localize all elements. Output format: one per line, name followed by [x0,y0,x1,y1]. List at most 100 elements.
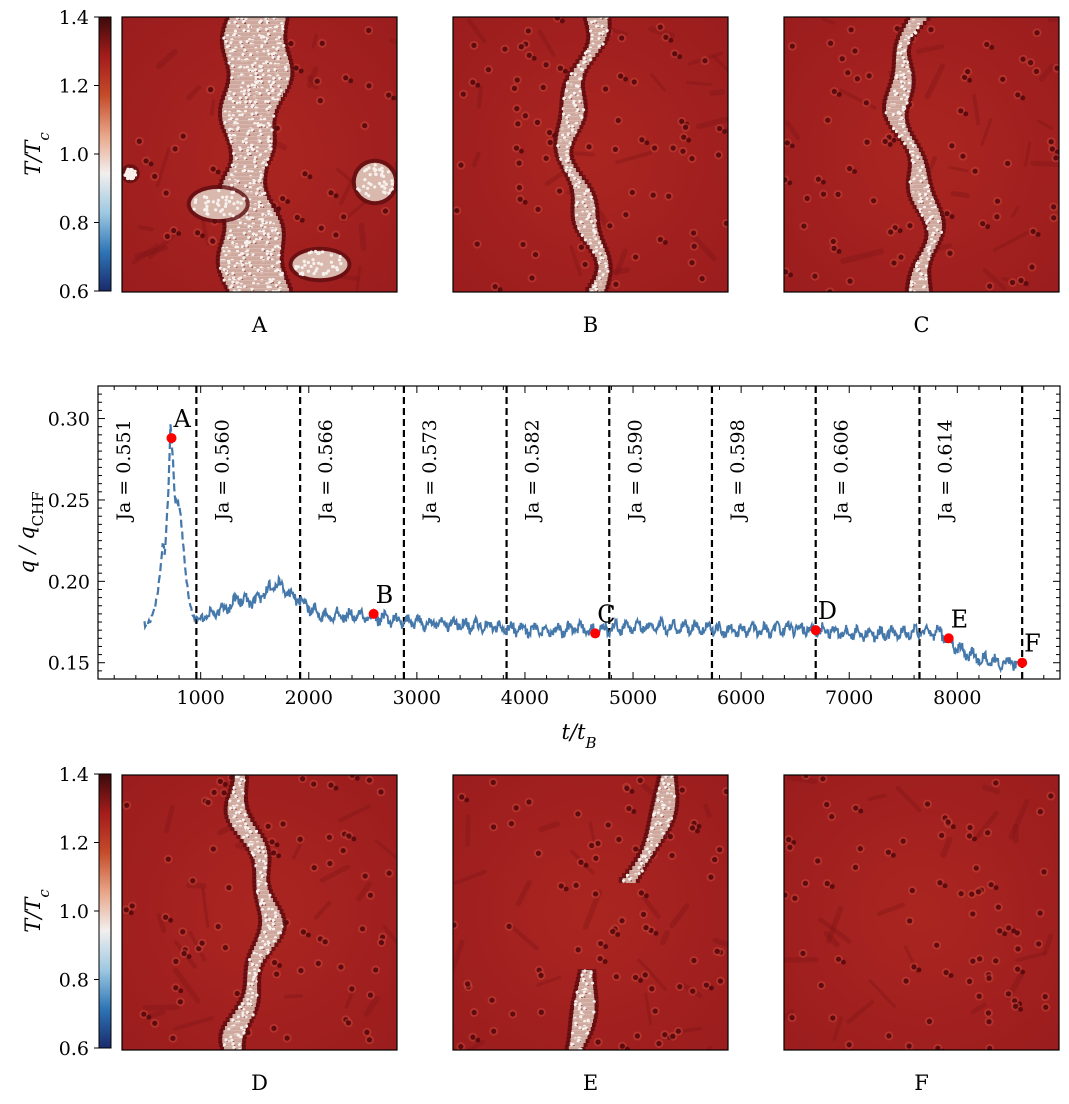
temperature-streak [823,930,840,948]
temperature-streak [784,1008,795,1022]
vapor-droplet-shadow [907,103,910,106]
vapor-droplet-shadow [247,246,250,248]
temperature-streak [148,1010,166,1019]
vapor-front [248,962,261,967]
vapor-front [558,132,576,137]
temperature-streak [1010,205,1020,218]
vapor-droplet [275,47,279,51]
vapor-droplet [264,27,269,31]
vapor-droplet [222,267,226,272]
vapor-droplet [239,777,244,781]
vapor-droplet [245,39,249,44]
vapor-droplet-shadow [286,70,289,73]
vapor-droplet [280,273,284,277]
vapor-front [643,846,656,851]
vapor-droplet [377,168,382,172]
vapor-droplet [236,775,240,779]
vapor-droplet [576,84,581,89]
bubble [935,1045,941,1050]
vapor-droplet [246,148,250,153]
vapor-droplet-shadow [256,113,259,116]
vapor-droplet [223,204,228,209]
vapor-droplet [236,1033,241,1037]
vapor-droplet-shadow [601,17,604,20]
bubble [716,125,723,132]
bubble [610,928,616,935]
vapor-droplet-shadow [268,102,271,104]
vapor-front [572,1022,593,1027]
vapor-droplet [268,123,272,127]
bubble [703,982,710,988]
y-axis-label: q / qCHF [15,491,47,573]
bubble [557,188,563,194]
ja-label: Ja = 0.551 [113,419,135,522]
bubble [162,914,169,920]
vapor-droplet [578,994,583,998]
vapor-front [912,196,934,201]
vapor-droplet [238,1043,242,1047]
vapor-droplet [256,268,260,272]
vapor-droplet-shadow [236,292,238,294]
vapor-droplet-shadow [586,1028,589,1031]
bubble [346,833,352,839]
temperature-streak [846,1000,875,1024]
vapor-droplet [244,17,248,21]
vapor-droplet [235,281,239,285]
vapor-droplet-shadow [269,142,272,144]
x-tick-label: 1000 [177,687,225,709]
vapor-droplet [206,199,211,204]
vapor-droplet [259,19,263,23]
bubble [510,1011,516,1017]
bubble [513,145,520,151]
vapor-droplet [574,1021,578,1025]
vapor-droplet-shadow [249,238,252,240]
vapor-droplet-shadow [239,293,241,295]
snapshot-marker [590,628,601,639]
vapor-droplet-shadow [233,66,236,69]
vapor-droplet-shadow [903,110,906,113]
bubble [801,223,807,229]
vapor-droplet [239,276,243,280]
vapor-front [903,28,916,33]
vapor-droplet-shadow [905,89,907,92]
bubble [538,1009,544,1015]
temperature-streak [339,274,359,281]
vapor-front [563,164,574,169]
bubble [972,168,978,174]
temperature-streak [465,814,471,847]
vapor-droplet-shadow [639,874,642,877]
bubble [666,193,672,199]
vapor-droplet [570,1031,575,1035]
vapor-droplet [260,219,265,223]
vapor-droplet-shadow [901,54,904,56]
vapor-droplet [251,147,256,152]
vapor-front [227,284,288,289]
bubble [831,88,837,95]
bubble [629,189,635,196]
bubble [1002,931,1008,937]
vapor-droplet [582,990,587,994]
vapor-droplet [640,869,644,873]
vapor-droplet-shadow [650,855,653,857]
bubble [667,833,673,840]
bubble [531,55,537,61]
vapor-droplet [597,276,602,280]
vapor-droplet [575,990,579,994]
bubble [271,850,277,856]
bubble [200,233,205,239]
vapor-droplet-shadow [247,1026,249,1029]
vapor-droplet [274,228,278,232]
vapor-droplet [309,250,313,254]
vapor-droplet-shadow [268,159,271,162]
vapor-droplet [911,160,916,165]
vapor-front [661,775,674,779]
vapor-droplet [568,169,572,173]
bubble [970,958,976,964]
vapor-droplet [257,179,262,183]
vapor-front [911,168,926,173]
vapor-front [886,100,908,105]
vapor-droplet-shadow [262,948,265,951]
bubble [784,892,788,898]
vapor-droplet [229,41,233,45]
vapor-droplet [268,143,272,147]
